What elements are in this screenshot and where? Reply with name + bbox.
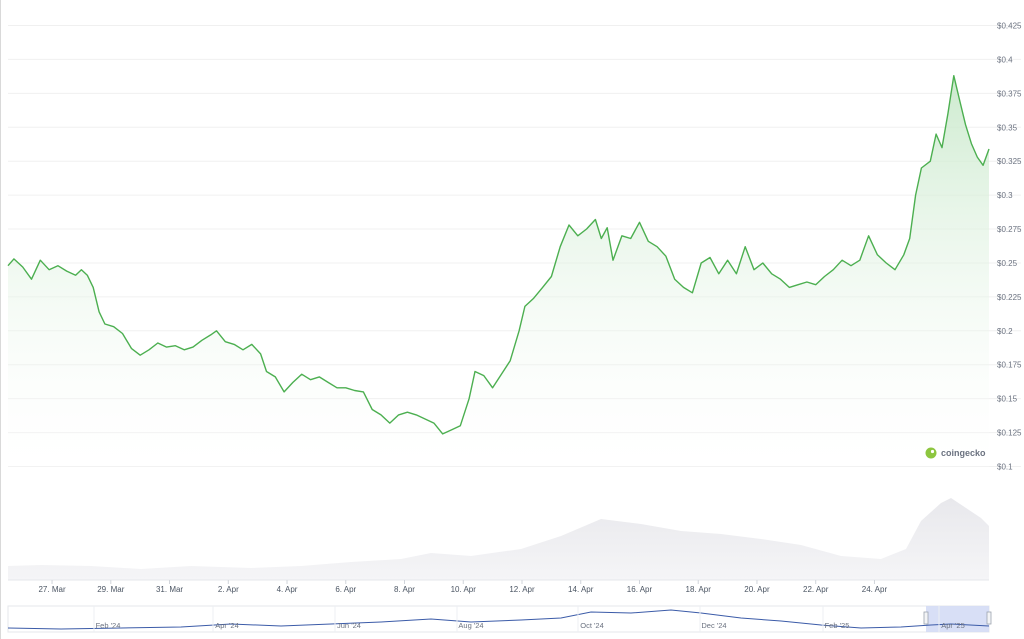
y-tick-label: $0.425 (997, 22, 1022, 31)
x-tick-label: 10. Apr (451, 585, 477, 594)
gecko-icon (925, 447, 937, 459)
y-tick-label: $0.325 (997, 157, 1022, 166)
watermark-text: coingecko (941, 448, 986, 458)
x-tick-label: 24. Apr (862, 585, 888, 594)
navigator-tick-label: Feb '24 (96, 621, 121, 630)
navigator-track (7, 605, 990, 633)
volume-silhouette (8, 498, 989, 580)
y-tick-label: $0.225 (997, 293, 1022, 302)
grid-lines (8, 25, 1021, 467)
x-axis: 27. Mar 29. Mar 31. Mar 2. Apr 4. Apr 6. Apr 8… (8, 579, 989, 594)
x-tick-label: 31. Mar (156, 585, 183, 594)
y-axis: $0.1 $0.125 $0.15 $0.175 $0.2 $0.225 $0.25 $0.2… (997, 22, 1022, 472)
navigator-tick-label: Dec '24 (701, 621, 726, 630)
navigator-tick-label: Aug '24 (458, 621, 483, 630)
x-tick-label: 6. Apr (335, 585, 356, 594)
y-tick-label: $0.35 (997, 123, 1018, 132)
navigator-tick-label: Apr '24 (215, 621, 239, 630)
y-tick-label: $0.275 (997, 225, 1022, 234)
x-tick-label: 22. Apr (803, 585, 829, 594)
coingecko-watermark: coingecko (925, 447, 986, 459)
x-tick-label: 27. Mar (38, 585, 65, 594)
y-tick-label: $0.25 (997, 259, 1018, 268)
navigator-tick-label: Apr '25 (941, 621, 965, 630)
x-tick-label: 18. Apr (686, 585, 712, 594)
y-tick-label: $0.15 (997, 395, 1018, 404)
volume-area (8, 498, 989, 580)
x-tick-label: 4. Apr (277, 585, 298, 594)
y-tick-label: $0.3 (997, 191, 1013, 200)
y-tick-label: $0.4 (997, 55, 1013, 64)
price-line-group[interactable] (7, 75, 990, 435)
navigator-handle[interactable] (923, 611, 929, 625)
navigator-selection[interactable] (926, 606, 989, 632)
y-tick-label: $0.1 (997, 463, 1013, 472)
navigator-handle[interactable] (986, 611, 992, 625)
x-tick-label: 29. Mar (97, 585, 124, 594)
x-tick-label: 16. Apr (627, 585, 653, 594)
navigator-line (7, 609, 990, 630)
gecko-eye (930, 449, 935, 454)
price-line[interactable] (7, 75, 990, 435)
price-area-fill (8, 75, 989, 470)
navigator-tick-label: Jun '24 (337, 621, 361, 630)
y-tick-label: $0.125 (997, 429, 1022, 438)
x-tick-label: 14. Apr (568, 585, 594, 594)
price-area (8, 75, 989, 470)
navigator-tick-label: Feb '25 (825, 621, 850, 630)
x-tick-label: 12. Apr (509, 585, 535, 594)
y-tick-label: $0.175 (997, 361, 1022, 370)
range-navigator[interactable]: Feb '24 Apr '24 Jun '24 Aug '24 Oct '24 Dec '… (7, 605, 992, 633)
y-tick-label: $0.2 (997, 327, 1013, 336)
y-tick-label: $0.375 (997, 89, 1022, 98)
x-tick-label: 2. Apr (218, 585, 239, 594)
navigator-tick-label: Oct '24 (580, 621, 604, 630)
x-tick-label: 20. Apr (744, 585, 770, 594)
x-tick-label: 8. Apr (394, 585, 415, 594)
